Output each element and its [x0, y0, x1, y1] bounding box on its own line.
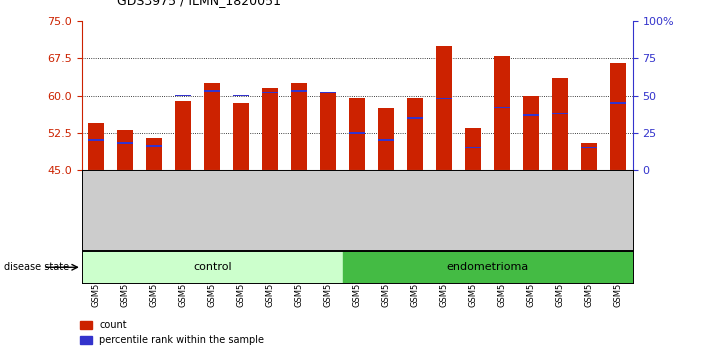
Bar — [146, 138, 162, 170]
Bar — [233, 103, 250, 170]
Bar — [552, 78, 568, 170]
Bar — [582, 147, 597, 148]
Bar — [262, 92, 278, 93]
Bar — [204, 83, 220, 170]
Bar — [437, 98, 452, 99]
Bar — [88, 123, 105, 170]
Bar — [343, 251, 633, 283]
Bar — [117, 130, 133, 170]
Bar — [552, 113, 568, 114]
Bar — [349, 98, 365, 170]
Bar — [407, 117, 423, 119]
Bar — [262, 88, 278, 170]
Bar — [582, 143, 597, 170]
Bar — [437, 46, 452, 170]
Bar — [88, 139, 105, 141]
Bar — [292, 83, 307, 170]
Bar — [117, 142, 133, 144]
Text: endometrioma: endometrioma — [447, 262, 529, 272]
Bar — [146, 145, 162, 147]
Bar — [320, 93, 336, 170]
Bar — [378, 139, 395, 141]
Bar — [494, 56, 510, 170]
Bar — [378, 108, 395, 170]
Bar — [204, 90, 220, 92]
Bar — [465, 128, 481, 170]
Bar — [233, 95, 250, 96]
Bar — [349, 132, 365, 133]
Text: disease state: disease state — [4, 262, 69, 272]
Bar — [523, 96, 539, 170]
Bar — [523, 114, 539, 116]
Bar — [176, 101, 191, 170]
Text: GDS3975 / ILMN_1820051: GDS3975 / ILMN_1820051 — [117, 0, 282, 7]
Bar — [320, 92, 336, 93]
Bar — [82, 251, 343, 283]
Bar — [465, 147, 481, 148]
Text: control: control — [193, 262, 232, 272]
Bar — [407, 98, 423, 170]
Bar — [494, 107, 510, 108]
Bar — [292, 90, 307, 92]
Bar — [610, 63, 626, 170]
Bar — [610, 102, 626, 104]
Bar — [176, 95, 191, 96]
Legend: count, percentile rank within the sample: count, percentile rank within the sample — [76, 316, 268, 349]
